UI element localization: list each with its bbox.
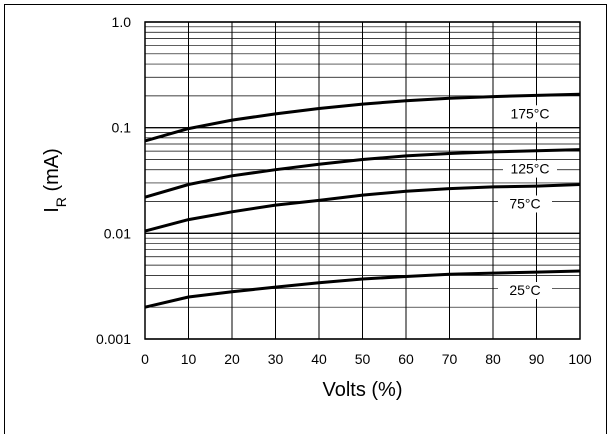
x-tick-label: 80 (485, 351, 501, 367)
x-tick-label: 90 (529, 351, 545, 367)
series-label-background (498, 282, 552, 300)
x-tick-label: 20 (224, 351, 240, 367)
y-tick-labels: 1.0 0.1 0.01 0.001 (96, 14, 131, 347)
y-axis-title-symbol: I (41, 207, 63, 213)
plot-area-border (144, 21, 581, 340)
chart-frame (4, 4, 607, 434)
x-tick-label: 30 (268, 351, 284, 367)
series-label-background (498, 195, 552, 213)
x-axis-title: Volts (%) (322, 379, 402, 401)
series-line-75°C (144, 183, 581, 233)
series-label-background (503, 160, 557, 178)
series-label: 125°C (510, 161, 549, 177)
y-tick-label: 1.0 (112, 14, 132, 30)
series-layer: 175°C 125°C 75°C 25°C (144, 92, 581, 309)
series-label: 25°C (509, 282, 540, 298)
series-line-125°C (144, 148, 581, 199)
series-label: 175°C (510, 105, 549, 121)
x-tick-label: 50 (355, 351, 371, 367)
x-tick-label: 40 (311, 351, 327, 367)
y-axis-title: IR (mA) (41, 148, 69, 213)
series-line-25°C (144, 269, 581, 309)
y-tick-label: 0.001 (96, 331, 131, 347)
series-label: 75°C (509, 195, 540, 211)
y-axis-title-unit: (mA) (41, 148, 63, 197)
x-tick-label: 0 (141, 351, 149, 367)
series-line-175°C (144, 92, 581, 143)
series-label-background (503, 105, 557, 123)
x-tick-label: 10 (181, 351, 197, 367)
y-tick-label: 0.1 (112, 120, 132, 136)
x-tick-label: 100 (568, 351, 592, 367)
x-tick-label: 70 (442, 351, 458, 367)
x-tick-labels: 0 10 20 30 40 50 60 70 80 90 100 (141, 351, 592, 367)
y-tick-label: 0.01 (104, 225, 131, 241)
y-axis-title-subscript: R (53, 197, 69, 207)
x-tick-label: 60 (398, 351, 414, 367)
